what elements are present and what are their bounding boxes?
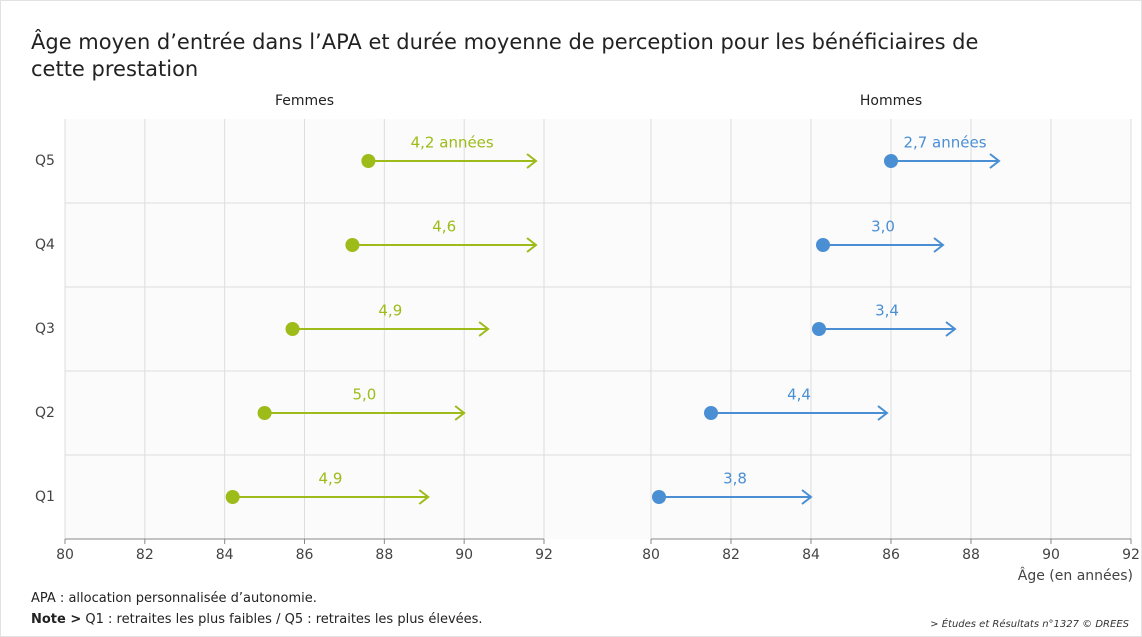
y-tick-label: Q4 — [35, 237, 55, 253]
arrow-head — [945, 321, 957, 337]
entry-dot — [345, 238, 360, 252]
entry-dot — [704, 406, 718, 420]
value-label: 5,0 — [352, 386, 376, 404]
arrow-head — [877, 405, 889, 421]
note: Note > Q1 : retraites les plus faibles /… — [31, 612, 483, 627]
arrow-head — [526, 237, 538, 253]
value-label: 3,8 — [723, 470, 747, 488]
entry-dot — [361, 154, 376, 168]
arrow-head — [989, 153, 1001, 169]
x-tick-label: 84 — [216, 547, 234, 563]
x-tick-label: 82 — [136, 547, 154, 563]
arrow-head — [933, 237, 945, 253]
value-label: 3,0 — [871, 218, 895, 236]
note: APA : allocation personnalisée d’autonom… — [31, 591, 317, 606]
x-tick-label: 80 — [56, 547, 74, 563]
arrow-head — [478, 321, 490, 337]
entry-dot — [257, 406, 272, 420]
x-tick-label: 92 — [1122, 547, 1140, 563]
entry-dot — [285, 322, 300, 336]
x-tick-label: 84 — [802, 547, 820, 563]
value-label: 2,7 années — [903, 134, 986, 152]
x-tick-label: 88 — [962, 547, 980, 563]
panel-title: Femmes — [275, 93, 334, 109]
x-tick-label: 86 — [296, 547, 314, 563]
value-label: 4,6 — [432, 218, 456, 236]
y-tick-label: Q2 — [35, 405, 55, 421]
x-tick-label: 92 — [535, 547, 553, 563]
x-tick-label: 86 — [882, 547, 900, 563]
x-tick-label: 90 — [455, 547, 473, 563]
x-tick-label: 80 — [642, 547, 660, 563]
value-label: 4,9 — [319, 470, 343, 488]
value-label: 4,2 années — [411, 134, 494, 152]
entry-dot — [652, 490, 666, 504]
x-tick-label: 90 — [1042, 547, 1060, 563]
entry-dot — [884, 154, 898, 168]
x-tick-label: 82 — [722, 547, 740, 563]
entry-dot — [816, 238, 830, 252]
chart-title: Âge moyen d’entrée dans l’APA et durée m… — [31, 30, 979, 81]
entry-dot — [225, 490, 240, 504]
y-tick-label: Q3 — [35, 321, 55, 337]
entry-dot — [812, 322, 826, 336]
value-label: 3,4 — [875, 302, 899, 320]
note-label: Note > — [31, 612, 82, 627]
x-tick-label: 88 — [375, 547, 393, 563]
arrow-head — [454, 405, 466, 421]
arrow-head — [801, 489, 813, 505]
value-label: 4,4 — [787, 386, 811, 404]
y-tick-label: Q1 — [35, 489, 55, 505]
arrow-head — [418, 489, 430, 505]
arrow-head — [526, 153, 538, 169]
y-tick-label: Q5 — [35, 153, 55, 169]
panel-title: Hommes — [860, 93, 922, 109]
x-axis-label: Âge (en années) — [1018, 566, 1133, 584]
source: > Études et Résultats n°1327 © DREES — [930, 619, 1129, 630]
note-text: Q1 : retraites les plus faibles / Q5 : r… — [85, 612, 483, 627]
value-label: 4,9 — [378, 302, 402, 320]
